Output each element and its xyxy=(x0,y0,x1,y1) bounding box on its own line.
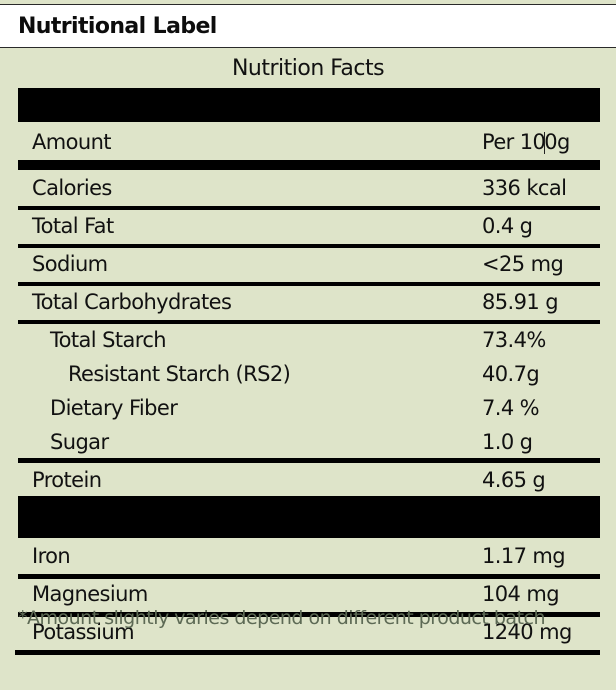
row-rule xyxy=(18,282,600,286)
nutrient-value: 0.4 g xyxy=(482,214,533,238)
nutrient-label: Sodium xyxy=(32,252,108,276)
mineral-value: 1240 mg xyxy=(482,620,572,644)
nutrient-label: Total Carbohydrates xyxy=(32,290,232,314)
mineral-label: Iron xyxy=(32,544,71,568)
row-rule xyxy=(18,612,600,617)
nutrient-label: Total Fat xyxy=(32,214,114,238)
nutrient-row-dietary-fiber: Dietary Fiber 7.4 % xyxy=(18,390,600,426)
nutrient-value: 4.65 g xyxy=(482,468,546,492)
amount-row: Amount Per 100g xyxy=(18,124,600,160)
page-title: Nutritional Label xyxy=(18,14,217,39)
nutrient-row-sugar: Sugar 1.0 g xyxy=(18,424,600,460)
nutrient-value: 1.0 g xyxy=(482,430,533,454)
minerals-black-bar xyxy=(18,496,600,538)
nutrient-row-resistant-starch: Resistant Starch (RS2) 40.7g xyxy=(18,356,600,392)
mineral-value: 1.17 mg xyxy=(482,544,566,568)
nutrient-value: 85.91 g xyxy=(482,290,559,314)
nutrient-label: Sugar xyxy=(50,430,109,454)
nutrition-facts-panel: Nutrition Facts Amount Per 100g Calories… xyxy=(0,48,616,690)
nutrient-row-total-starch: Total Starch 73.4% xyxy=(18,322,600,358)
nutrient-row-protein: Protein 4.65 g xyxy=(18,462,600,498)
nutrient-row-total-carbohydrates: Total Carbohydrates 85.91 g xyxy=(18,284,600,320)
header-black-bar xyxy=(18,88,600,122)
amount-value-prefix: Per 10 xyxy=(482,130,546,154)
row-rule xyxy=(18,244,600,248)
nutrient-label: Dietary Fiber xyxy=(50,396,178,420)
amount-value[interactable]: Per 100g xyxy=(482,124,570,160)
nutrient-value: 40.7g xyxy=(482,362,540,386)
row-rule xyxy=(18,320,600,324)
nutrient-label: Resistant Starch (RS2) xyxy=(68,362,291,386)
row-rule xyxy=(18,458,600,463)
mineral-label: Potassium xyxy=(32,620,135,644)
amount-value-suffix: 0g xyxy=(544,130,570,154)
mineral-row-iron: Iron 1.17 mg xyxy=(18,538,600,574)
row-rule xyxy=(18,574,600,579)
footnote: *Amount slightly varies depend on differ… xyxy=(18,607,546,629)
nutrient-value: <25 mg xyxy=(482,252,564,276)
nutrient-row-total-fat: Total Fat 0.4 g xyxy=(18,208,600,244)
bottom-rule xyxy=(15,650,600,655)
nutrient-row-calories: Calories 336 kcal xyxy=(18,170,600,206)
nutrient-label: Calories xyxy=(32,176,112,200)
nutrient-row-sodium: Sodium <25 mg xyxy=(18,246,600,282)
row-rule xyxy=(18,206,600,210)
mineral-label: Magnesium xyxy=(32,582,148,606)
nutrient-label: Total Starch xyxy=(50,328,167,352)
nutrition-facts-heading: Nutrition Facts xyxy=(231,56,385,81)
nutrient-label: Protein xyxy=(32,468,102,492)
mineral-row-potassium: Potassium 1240 mg xyxy=(18,614,600,650)
thick-rule xyxy=(18,160,600,170)
nutrient-value: 73.4% xyxy=(482,328,546,352)
amount-label: Amount xyxy=(32,130,112,154)
mineral-row-magnesium: Magnesium 104 mg xyxy=(18,576,600,612)
title-bar: Nutritional Label xyxy=(0,5,616,48)
text-cursor xyxy=(544,132,546,154)
top-strip xyxy=(0,0,616,5)
nutrient-value: 7.4 % xyxy=(482,396,540,420)
nutrient-value: 336 kcal xyxy=(482,176,567,200)
mineral-value: 104 mg xyxy=(482,582,560,606)
